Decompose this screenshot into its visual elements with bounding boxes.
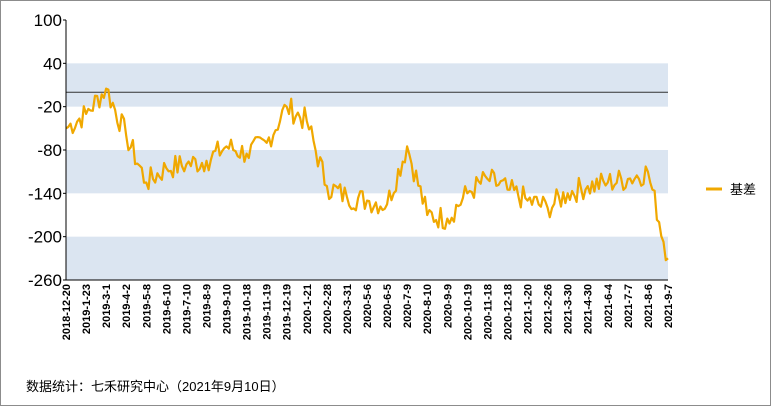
x-tick-label: 2020-3-31	[342, 284, 354, 334]
x-tick-label: 2021-1-20	[523, 284, 535, 334]
x-tick-label: 2021-7-7	[623, 284, 635, 328]
x-tick-label: 2020-10-19	[462, 284, 474, 340]
x-tick-label: 2020-6-5	[382, 284, 394, 328]
x-tick-label: 2020-5-6	[362, 284, 374, 328]
x-tick-label: 2019-6-10	[161, 284, 173, 334]
y-tick-label: 100	[34, 11, 62, 30]
background-band-2	[66, 236, 668, 280]
x-tick-label: 2020-1-21	[302, 284, 314, 334]
source-note: 数据统计：七禾研究中心（2021年9月10日）	[26, 379, 285, 394]
x-tick-label: 2021-3-30	[563, 284, 575, 334]
x-tick-label: 2018-12-20	[61, 284, 73, 340]
x-tick-label: 2021-2-26	[543, 284, 555, 334]
legend: 基差	[706, 182, 756, 197]
x-tick-label: 2020-2-28	[322, 284, 334, 334]
x-tick-label: 2020-12-18	[503, 284, 515, 340]
y-tick-label: -260	[28, 271, 62, 290]
x-tick-label: 2019-12-19	[282, 284, 294, 340]
x-tick-label: 2019-9-10	[222, 284, 234, 334]
x-tick-label: 2019-5-8	[141, 284, 153, 328]
x-tick-label: 2020-9-9	[442, 284, 454, 328]
y-tick-label: -140	[28, 184, 62, 203]
y-tick-label: 40	[43, 54, 62, 73]
y-tick-layer: 100 40 -20 -80 -140 -200 -260	[28, 11, 66, 290]
x-tick-label: 2019-10-18	[242, 284, 254, 340]
x-tick-label: 2021-9-7	[663, 284, 675, 328]
y-tick-label: -200	[28, 228, 62, 247]
x-tick-label: 2020-11-18	[482, 284, 494, 340]
x-tick-label: 2019-7-10	[181, 284, 193, 334]
x-tick-label: 2019-11-19	[262, 284, 274, 340]
band-layer	[66, 63, 668, 280]
legend-label: 基差	[730, 182, 756, 197]
x-tick-label: 2020-7-9	[402, 284, 414, 328]
y-tick-label: -20	[37, 98, 62, 117]
x-tick-label: 2021-8-6	[643, 284, 655, 328]
x-tick-label: 2019-3-1	[101, 284, 113, 328]
x-tick-label: 2020-8-10	[422, 284, 434, 334]
x-tick-label: 2021-6-4	[603, 283, 615, 328]
x-tick-label: 2019-4-2	[121, 284, 133, 328]
background-band-0	[66, 63, 668, 107]
x-tick-layer: 2018-12-20 2019-1-23 2019-3-1 2019-4-2 2019-…	[61, 283, 675, 340]
series-line-basis	[65, 87, 669, 262]
background-band-1	[66, 150, 668, 194]
y-tick-label: -80	[37, 141, 62, 160]
x-tick-label: 2021-4-30	[583, 284, 595, 334]
x-tick-label: 2019-8-9	[202, 284, 214, 328]
x-tick-label: 2019-1-23	[81, 284, 93, 334]
